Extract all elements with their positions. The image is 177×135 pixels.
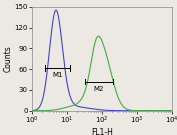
Y-axis label: Counts: Counts	[4, 45, 13, 72]
X-axis label: FL1-H: FL1-H	[91, 128, 113, 135]
Text: M1: M1	[52, 72, 63, 78]
Text: M2: M2	[94, 86, 104, 92]
